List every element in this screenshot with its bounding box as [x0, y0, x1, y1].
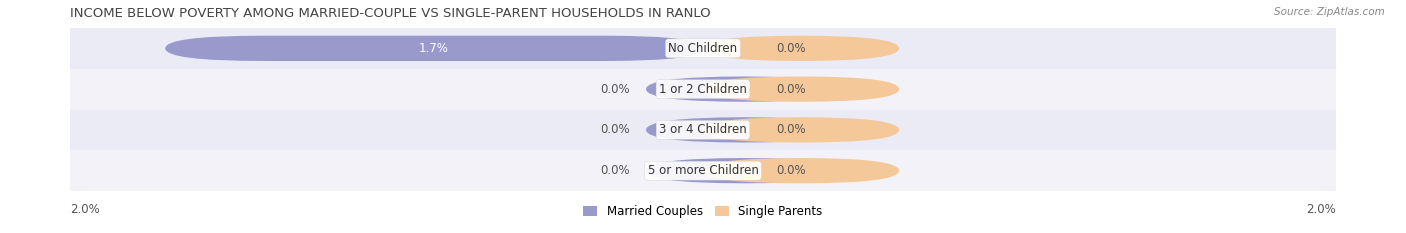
Bar	[70, 28, 1336, 69]
FancyBboxPatch shape	[647, 158, 842, 183]
FancyBboxPatch shape	[703, 76, 900, 102]
FancyBboxPatch shape	[703, 36, 900, 61]
FancyBboxPatch shape	[647, 76, 842, 102]
Text: Source: ZipAtlas.com: Source: ZipAtlas.com	[1274, 7, 1385, 17]
Text: 0.0%: 0.0%	[776, 83, 806, 96]
Text: 2.0%: 2.0%	[1306, 203, 1336, 216]
Text: No Children: No Children	[668, 42, 738, 55]
Bar	[70, 69, 1336, 110]
Text: INCOME BELOW POVERTY AMONG MARRIED-COUPLE VS SINGLE-PARENT HOUSEHOLDS IN RANLO: INCOME BELOW POVERTY AMONG MARRIED-COUPL…	[70, 7, 711, 20]
Text: 0.0%: 0.0%	[600, 83, 630, 96]
Text: 1 or 2 Children: 1 or 2 Children	[659, 83, 747, 96]
Bar	[70, 110, 1336, 150]
Text: 1.7%: 1.7%	[419, 42, 449, 55]
Text: 5 or more Children: 5 or more Children	[648, 164, 758, 177]
Text: 0.0%: 0.0%	[776, 123, 806, 136]
Text: 0.0%: 0.0%	[600, 164, 630, 177]
Text: 2.0%: 2.0%	[70, 203, 100, 216]
Text: 3 or 4 Children: 3 or 4 Children	[659, 123, 747, 136]
FancyBboxPatch shape	[647, 117, 842, 143]
Legend: Married Couples, Single Parents: Married Couples, Single Parents	[579, 200, 827, 223]
Bar	[70, 150, 1336, 191]
Text: 0.0%: 0.0%	[776, 42, 806, 55]
FancyBboxPatch shape	[165, 36, 703, 61]
Text: 0.0%: 0.0%	[600, 123, 630, 136]
Text: 0.0%: 0.0%	[776, 164, 806, 177]
FancyBboxPatch shape	[703, 117, 900, 143]
FancyBboxPatch shape	[703, 158, 900, 183]
